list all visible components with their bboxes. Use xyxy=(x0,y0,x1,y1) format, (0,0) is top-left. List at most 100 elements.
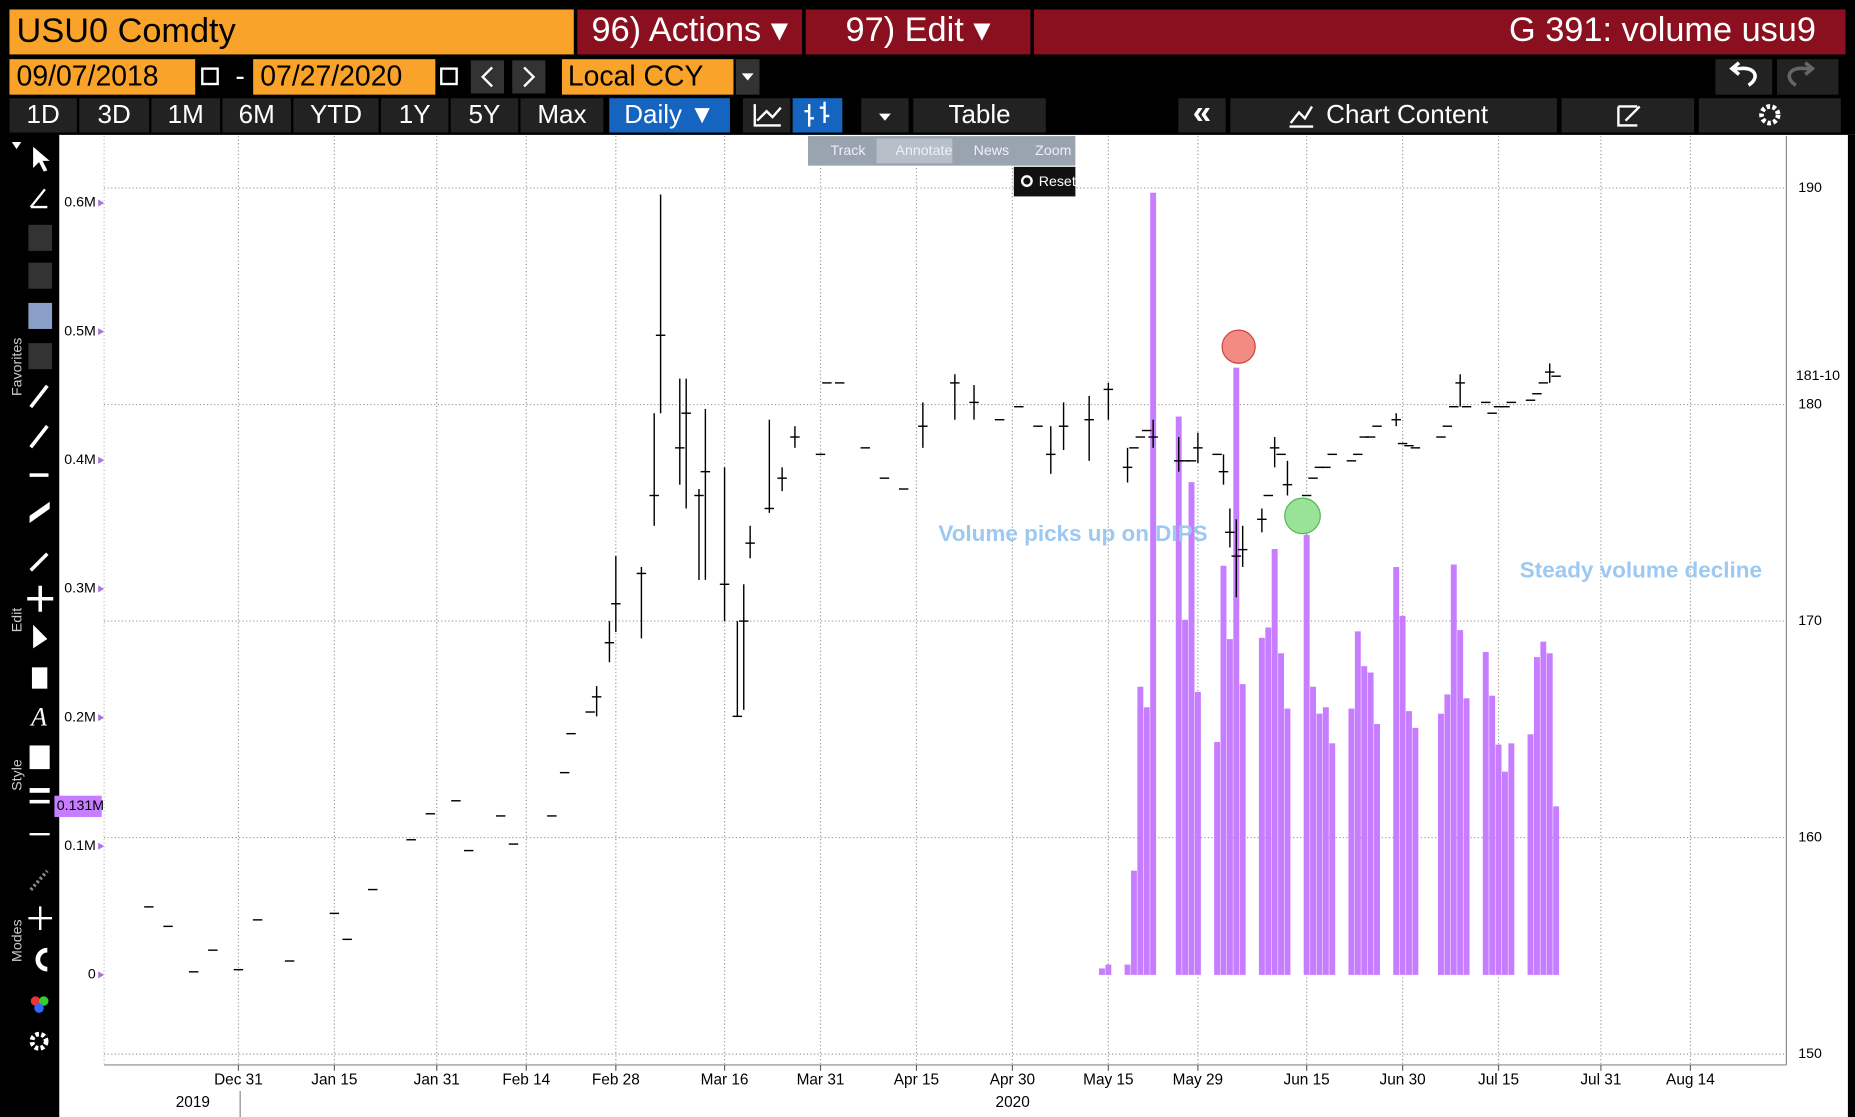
volume-bar xyxy=(1527,734,1534,975)
edit-label[interactable]: 97) Edit ▾ xyxy=(846,11,991,49)
settings-button[interactable] xyxy=(1698,98,1841,133)
volume-bar xyxy=(1354,631,1361,975)
table-button[interactable] xyxy=(913,98,1046,133)
tool-percent[interactable] xyxy=(28,224,53,251)
tool-pen[interactable] xyxy=(29,552,49,572)
security[interactable]: USU0 Comdty xyxy=(17,12,237,50)
chart-content-button[interactable] xyxy=(1230,98,1557,133)
tool-r[interactable] xyxy=(28,343,53,370)
start-date-box[interactable] xyxy=(9,59,196,95)
range-label[interactable]: 1Y xyxy=(399,99,431,129)
range-label[interactable]: Max xyxy=(537,99,586,129)
calendar-icon[interactable] xyxy=(201,67,219,86)
tool-crosshair[interactable] xyxy=(28,906,53,931)
range-button[interactable] xyxy=(222,98,292,133)
table-label[interactable]: Table xyxy=(948,99,1010,129)
currency[interactable]: Local CCY xyxy=(568,61,704,93)
tool-text[interactable] xyxy=(28,302,53,329)
actions-menu[interactable] xyxy=(577,9,803,55)
reset-label[interactable]: Reset xyxy=(1039,174,1076,190)
zoom-menu-label[interactable]: Annotate xyxy=(896,143,953,159)
tool-mode[interactable] xyxy=(29,869,49,891)
actions-label[interactable]: 96) Actions ▾ xyxy=(592,11,788,49)
end-date[interactable]: 07/27/2020 xyxy=(260,61,402,93)
range-button[interactable] xyxy=(9,98,77,133)
collapse-button[interactable] xyxy=(1178,98,1226,133)
tool-colors[interactable] xyxy=(34,1003,44,1013)
tool-segment[interactable] xyxy=(29,424,49,449)
security-box[interactable] xyxy=(9,9,574,55)
volume-bar xyxy=(1150,192,1157,975)
volume-bar xyxy=(1540,641,1547,975)
reset-button[interactable] xyxy=(1013,166,1076,197)
y-tick-label: 0.6M xyxy=(64,195,96,211)
volume-bar xyxy=(1105,964,1112,975)
range-label[interactable]: 5Y xyxy=(469,99,501,129)
range-button[interactable] xyxy=(79,98,150,133)
tool-move[interactable] xyxy=(27,585,54,612)
tool-font[interactable]: A xyxy=(29,702,47,731)
zoom-menu-item[interactable] xyxy=(811,138,875,164)
x-tick-label: Apr 15 xyxy=(894,1071,939,1088)
range-button[interactable] xyxy=(380,98,449,133)
tool-delete[interactable] xyxy=(31,667,48,689)
volume-bar xyxy=(1489,695,1496,975)
tool-magnet[interactable] xyxy=(35,947,48,972)
x-tick-label: Mar 16 xyxy=(701,1071,749,1088)
range-label[interactable]: 3D xyxy=(98,99,131,129)
tool-style[interactable] xyxy=(29,833,50,836)
range-label[interactable]: 6M xyxy=(239,99,275,129)
line-tool[interactable] xyxy=(29,188,48,209)
line-chart-button[interactable] xyxy=(742,98,791,133)
prev-button[interactable] xyxy=(470,60,504,94)
tool-ray[interactable] xyxy=(29,384,49,409)
start-date[interactable]: 09/07/2018 xyxy=(17,61,159,93)
range-label[interactable]: YTD xyxy=(310,99,362,129)
pointer-tool[interactable] xyxy=(33,146,50,172)
range-button[interactable] xyxy=(293,98,379,133)
edit-menu[interactable] xyxy=(805,9,1031,55)
tool-colors[interactable] xyxy=(30,996,41,1006)
tool-settings[interactable] xyxy=(29,1031,49,1051)
tool-weight[interactable] xyxy=(29,799,50,804)
range-button[interactable] xyxy=(520,98,604,133)
zoom-menu-label[interactable]: Track xyxy=(830,143,866,159)
frequency[interactable]: Daily ▼ xyxy=(624,99,715,129)
dropdown-icon xyxy=(878,113,891,121)
edit-button[interactable] xyxy=(1561,98,1695,133)
undo-button[interactable] xyxy=(1715,59,1773,95)
currency-box[interactable] xyxy=(561,59,734,95)
tool-hline[interactable] xyxy=(29,473,49,477)
volume-bar xyxy=(1284,708,1291,975)
tool-dollar[interactable] xyxy=(28,262,53,289)
calendar-icon[interactable] xyxy=(440,67,458,86)
tool-fill[interactable] xyxy=(29,745,50,770)
zoom-menu-label[interactable]: Zoom xyxy=(1035,143,1071,159)
volume-bar xyxy=(1367,672,1374,975)
end-date-box[interactable] xyxy=(253,59,436,95)
range-label[interactable]: 1M xyxy=(168,99,204,129)
zoom-menu-label[interactable]: News xyxy=(974,143,1009,159)
next-button[interactable] xyxy=(512,60,546,94)
zoom-menu-item[interactable] xyxy=(876,138,953,164)
range-button[interactable] xyxy=(151,98,221,133)
range-button[interactable] xyxy=(450,98,519,133)
tool-weight[interactable] xyxy=(29,788,50,793)
x-tick-label: Jan 31 xyxy=(414,1071,460,1088)
undo-icon xyxy=(1729,61,1757,87)
sidebar-toggle[interactable] xyxy=(11,141,22,150)
zoom-menu-item[interactable] xyxy=(954,138,1014,164)
chart-content-label[interactable]: Chart Content xyxy=(1326,99,1489,129)
tool-colors[interactable] xyxy=(39,996,49,1006)
collapse-label[interactable]: « xyxy=(1193,95,1211,132)
volume-bar xyxy=(1348,708,1355,975)
tool-select[interactable] xyxy=(33,624,48,649)
tool-channel[interactable] xyxy=(29,501,50,524)
volume-bar xyxy=(1182,619,1189,975)
bar-chart-button[interactable] xyxy=(792,98,843,133)
frequency-button[interactable] xyxy=(609,98,730,133)
marks xyxy=(144,192,1561,975)
zoom-menu-item[interactable] xyxy=(1016,138,1074,164)
range-label[interactable]: 1D xyxy=(27,99,60,129)
y-tick xyxy=(98,585,105,593)
